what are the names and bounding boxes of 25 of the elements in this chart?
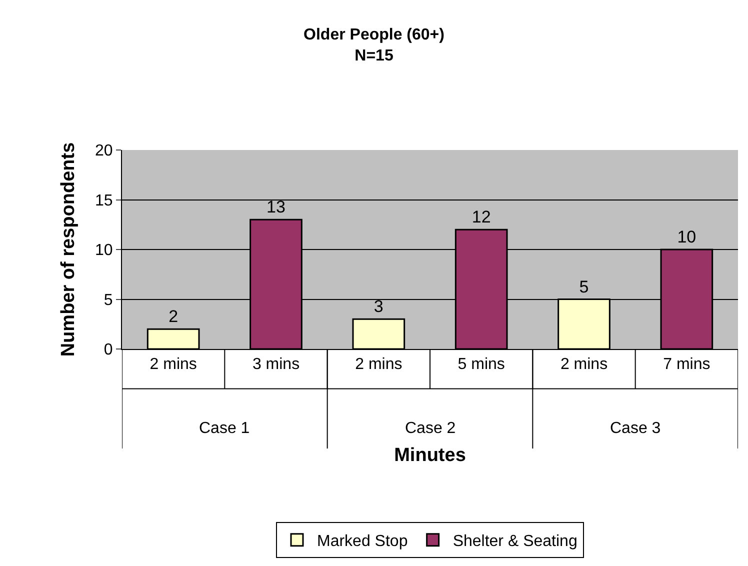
chart-title: Older People (60+) N=15 — [304, 26, 444, 64]
x-axis-title: Minutes — [394, 445, 466, 466]
y-tick-label: 15 — [95, 192, 113, 210]
x-tick-label: 2 mins — [150, 356, 197, 374]
data-label: 12 — [472, 208, 491, 227]
y-tick-label: 20 — [95, 142, 113, 160]
y-tick-label: 10 — [95, 242, 113, 260]
x-tick-label: 3 mins — [252, 356, 300, 374]
y-tick-label: 0 — [104, 342, 113, 359]
data-label: 3 — [374, 297, 384, 316]
legend-label: Marked Stop — [317, 533, 408, 550]
data-label: 5 — [579, 277, 589, 296]
x-tick-label: 2 mins — [355, 356, 402, 374]
legend-label: Shelter & Seating — [452, 533, 578, 550]
text: Case 2 — [405, 420, 456, 437]
x-tick-label: 7 mins — [663, 356, 710, 374]
y-tick-label: 5 — [104, 292, 113, 309]
x-tick-label: 2 mins — [560, 356, 608, 374]
data-label: 2 — [168, 307, 178, 326]
x-tick-label: 5 mins — [458, 356, 505, 374]
text: Case 3 — [610, 420, 661, 437]
data-label: 13 — [266, 198, 286, 217]
data-label: 10 — [677, 228, 696, 246]
text: Case 1 — [199, 420, 250, 437]
y-axis-title: Number of respondents — [58, 142, 79, 357]
